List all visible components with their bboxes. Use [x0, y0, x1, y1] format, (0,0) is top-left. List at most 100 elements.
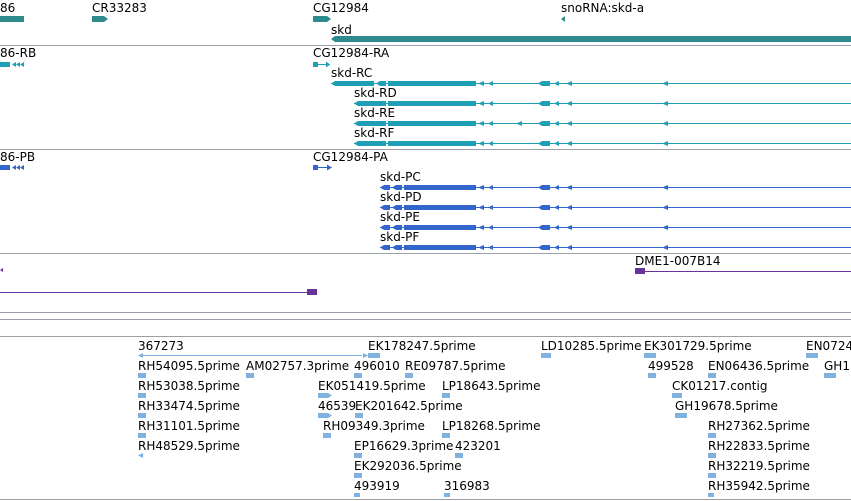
est-496010-feature[interactable] [354, 373, 362, 378]
ests-label[interactable]: RH22833.5prime [708, 439, 810, 453]
transcript-skd-rc[interactable] [331, 81, 851, 86]
clone-left-feature[interactable] [0, 289, 317, 295]
est-rh54095-feature[interactable] [138, 373, 146, 378]
transcript-cg12984-ra[interactable] [313, 61, 330, 68]
ests-label[interactable]: RH33474.5prime [138, 399, 240, 413]
gene-cr33283-feature[interactable] [92, 16, 108, 22]
ests-label[interactable]: LD10285.5prime [541, 339, 642, 353]
ests-label[interactable]: RH27362.5prime [708, 419, 810, 433]
est-en0724-feature[interactable] [806, 353, 818, 358]
transcript-track[interactable] [0, 61, 851, 147]
est-en06436-feature[interactable] [708, 373, 716, 378]
clone-track[interactable] [0, 268, 851, 295]
est-re09787-feature[interactable] [405, 373, 413, 378]
ests-label[interactable]: 496010 [354, 359, 400, 373]
est-rh53038-feature[interactable] [138, 393, 146, 398]
ests-label[interactable]: CK01217.contig [672, 379, 767, 393]
est-lp18268-feature[interactable] [442, 433, 450, 438]
transcript-skd-rd[interactable] [354, 101, 851, 106]
est-rh48529-feature[interactable] [138, 453, 143, 458]
ests-label[interactable]: EK201642.5prime [355, 399, 463, 413]
est-rh22833-feature[interactable] [708, 453, 716, 458]
ests-label[interactable]: EK292036.5prime [354, 459, 462, 473]
transcripts-label[interactable]: skd-RD [354, 86, 397, 100]
ests-label[interactable]: AM02757.3prime [246, 359, 349, 373]
genes-label[interactable]: snoRNA:skd-a [561, 1, 644, 15]
ests-label[interactable]: GH19678.5prime [675, 399, 778, 413]
transcripts-label[interactable]: CG12984-RA [313, 46, 390, 60]
proteins-label[interactable]: 86-PB [0, 150, 35, 164]
est-ck01217-feature[interactable] [672, 393, 682, 398]
ests-label[interactable]: RH31101.5prime [138, 419, 240, 433]
ests-label[interactable]: 423201 [455, 439, 501, 453]
protein-track[interactable] [0, 164, 851, 251]
est-rh31101-feature[interactable] [138, 433, 146, 438]
est-ek301729-feature[interactable] [644, 353, 656, 358]
est-gh1-feature[interactable] [824, 373, 836, 378]
protein-cg12984-pa[interactable] [313, 164, 332, 171]
est-gh19678-feature[interactable] [675, 413, 687, 418]
ests-label[interactable]: RH09349.3prime [323, 419, 425, 433]
ests-label[interactable]: RH32219.5prime [708, 459, 810, 473]
gene-cg12984-feature[interactable] [313, 16, 331, 22]
est-rh33474-feature[interactable] [138, 413, 146, 418]
ests-label[interactable]: RH35942.5prime [708, 479, 810, 493]
est-367273-feature[interactable] [138, 353, 368, 358]
ests-label[interactable]: EK178247.5prime [368, 339, 476, 353]
clones-label[interactable]: DME1-007B14 [635, 254, 721, 268]
est-316983-feature[interactable] [444, 493, 450, 497]
est-rh27362-feature[interactable] [708, 433, 716, 438]
transcripts-label[interactable]: 86-RB [0, 46, 36, 60]
est-ek178247-feature[interactable] [368, 353, 380, 358]
ests-label[interactable]: RH54095.5prime [138, 359, 240, 373]
protein-skd-pe[interactable] [380, 225, 851, 230]
proteins-label[interactable]: skd-PF [380, 230, 419, 244]
ests-label[interactable]: GH1 [824, 359, 850, 373]
est-46539-feature[interactable] [318, 413, 332, 418]
gene-snorna-feature[interactable] [561, 16, 565, 22]
ests-label[interactable]: 493919 [354, 479, 400, 493]
est-rh35942-feature[interactable] [708, 493, 714, 497]
ests-label[interactable]: EP16629.3prime [354, 439, 453, 453]
proteins-label[interactable]: CG12984-PA [313, 150, 389, 164]
proteins-label[interactable]: skd-PD [380, 190, 422, 204]
protein-skd-pd[interactable] [380, 205, 851, 210]
genes-label[interactable]: skd [331, 23, 352, 37]
ests-label[interactable]: RE09787.5prime [405, 359, 506, 373]
gene-track[interactable] [0, 16, 851, 42]
transcripts-label[interactable]: skd-RC [331, 66, 372, 80]
ests-label[interactable]: 46539 [318, 399, 356, 413]
genes-label[interactable]: 86 [0, 1, 15, 15]
protein-skd-pc[interactable] [380, 185, 851, 190]
transcript-86-rb[interactable] [0, 62, 24, 67]
gene-86-feature[interactable] [0, 16, 24, 22]
est-423201-feature[interactable] [455, 453, 463, 458]
est-am02757-feature[interactable] [246, 373, 254, 378]
gene-skd-feature[interactable] [331, 36, 851, 42]
ests-label[interactable]: 367273 [138, 339, 184, 353]
transcripts-label[interactable]: skd-RE [354, 106, 395, 120]
proteins-label[interactable]: skd-PC [380, 170, 421, 184]
est-track[interactable] [138, 353, 836, 497]
genes-label[interactable]: CR33283 [92, 1, 147, 15]
clone-left-edge[interactable] [0, 268, 3, 272]
protein-skd-pf[interactable] [380, 245, 851, 250]
est-ep16629-feature[interactable] [354, 453, 362, 458]
ests-label[interactable]: RH53038.5prime [138, 379, 240, 393]
ests-label[interactable]: EN0724 [806, 339, 851, 353]
est-ek051419-feature[interactable] [318, 393, 332, 398]
est-ek292036-feature[interactable] [354, 473, 362, 478]
est-493919-feature[interactable] [354, 493, 360, 497]
ests-label[interactable]: EK301729.5prime [644, 339, 752, 353]
est-rh32219-feature[interactable] [708, 473, 716, 478]
ests-label[interactable]: 316983 [444, 479, 490, 493]
est-ld10285-feature[interactable] [541, 353, 551, 358]
transcripts-label[interactable]: skd-RF [354, 126, 394, 140]
clone-dme1-007b14[interactable] [635, 268, 851, 274]
ests-label[interactable]: LP18268.5prime [442, 419, 541, 433]
est-rh09349-feature[interactable] [323, 433, 331, 438]
transcript-skd-re[interactable] [354, 121, 851, 126]
transcript-skd-rf[interactable] [354, 141, 851, 146]
